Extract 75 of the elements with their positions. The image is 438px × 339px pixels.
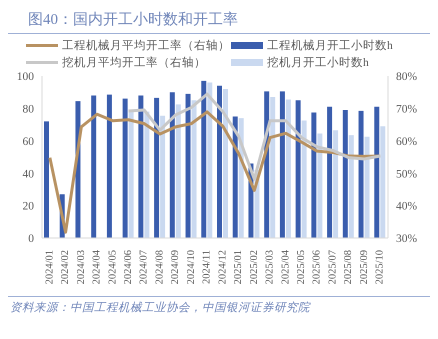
x-tick-label: 2024/08 xyxy=(154,250,166,284)
x-tick-label: 2025/01 xyxy=(233,250,244,284)
x-tick-label: 2024/06 xyxy=(123,250,134,284)
legend-label: 工程机械月开工小时数h xyxy=(267,38,393,53)
x-tick-label: 2025/09 xyxy=(358,250,370,284)
bar xyxy=(302,120,307,238)
x-tick-label: 2024/12 xyxy=(217,250,228,284)
bar xyxy=(364,136,370,238)
bar xyxy=(176,104,181,238)
bar xyxy=(232,116,238,238)
x-tick-label: 2025/08 xyxy=(343,250,354,284)
x-tick-label: 2025/02 xyxy=(248,250,260,284)
bar xyxy=(317,134,322,238)
x-tick-label: 2024/11 xyxy=(202,250,213,284)
bar xyxy=(128,112,134,238)
bar xyxy=(192,100,197,238)
y2-tick-label: 60% xyxy=(396,136,418,148)
x-tick-label: 2024/01 xyxy=(44,250,56,284)
y-tick-label: 0 xyxy=(28,233,34,246)
bar xyxy=(170,92,175,238)
bar xyxy=(374,106,380,238)
x-tick-label: 2025/10 xyxy=(374,250,386,284)
y2-tick-label: 40% xyxy=(396,200,418,213)
x-tick-label: 2025/07 xyxy=(327,250,338,284)
bar xyxy=(217,86,222,238)
bar xyxy=(333,130,338,238)
x-tick-label: 2025/04 xyxy=(280,249,292,284)
bar xyxy=(122,98,128,238)
y2-tick-label: 30% xyxy=(396,233,418,246)
y2-tick-label: 70% xyxy=(396,103,418,116)
bar xyxy=(342,110,348,238)
bar xyxy=(358,110,364,238)
bar xyxy=(223,88,228,238)
x-tick-label: 2024/07 xyxy=(138,250,150,284)
bar xyxy=(311,112,316,238)
x-tick-label: 2025/06 xyxy=(312,250,323,284)
x-tick-label: 2024/02 xyxy=(60,250,72,284)
bar xyxy=(296,100,301,238)
bar xyxy=(207,82,212,238)
y-tick-label: 80 xyxy=(22,103,34,116)
bar xyxy=(44,121,49,238)
bar xyxy=(106,94,112,238)
x-tick-label: 2024/05 xyxy=(107,250,118,284)
text: 资料来源：中国工程机械工业协会，中国银河证券研究院 xyxy=(10,300,312,315)
bar xyxy=(280,91,285,238)
bar xyxy=(186,94,191,238)
bar xyxy=(144,112,150,238)
y2-tick-label: 80% xyxy=(396,71,418,84)
x-tick-label: 2025/03 xyxy=(264,250,276,284)
bar xyxy=(270,97,276,238)
y2-tick-label: 50% xyxy=(396,168,418,180)
x-tick-label: 2024/03 xyxy=(76,250,87,284)
legend-label: 挖机月平均开工率（右轴） xyxy=(62,56,206,70)
bar xyxy=(201,80,206,238)
x-tick-label: 2024/09 xyxy=(170,250,182,284)
line-series xyxy=(48,110,382,234)
bar xyxy=(138,95,144,238)
x-tick-label: 2024/10 xyxy=(186,250,197,284)
bar xyxy=(160,116,166,238)
bar xyxy=(327,106,332,238)
legend-label: 挖机月开工小时数h xyxy=(267,56,369,70)
bar xyxy=(380,126,386,238)
x-tick-label: 2024/04 xyxy=(92,249,103,284)
line-series xyxy=(127,92,382,181)
y-tick-label: 60 xyxy=(22,136,34,148)
bar xyxy=(286,99,291,238)
bar xyxy=(91,95,96,238)
x-tick-label: 2025/05 xyxy=(296,250,307,284)
y-tick-label: 100 xyxy=(16,71,34,84)
y-tick-label: 40 xyxy=(22,168,34,180)
bar xyxy=(154,98,160,238)
legend-label: 工程机械月平均开工率（右轴） xyxy=(62,38,230,53)
chart-title: 图40：国内开工小时数和开工率 xyxy=(8,8,430,34)
bar xyxy=(348,135,354,238)
y-tick-label: 20 xyxy=(22,200,34,213)
